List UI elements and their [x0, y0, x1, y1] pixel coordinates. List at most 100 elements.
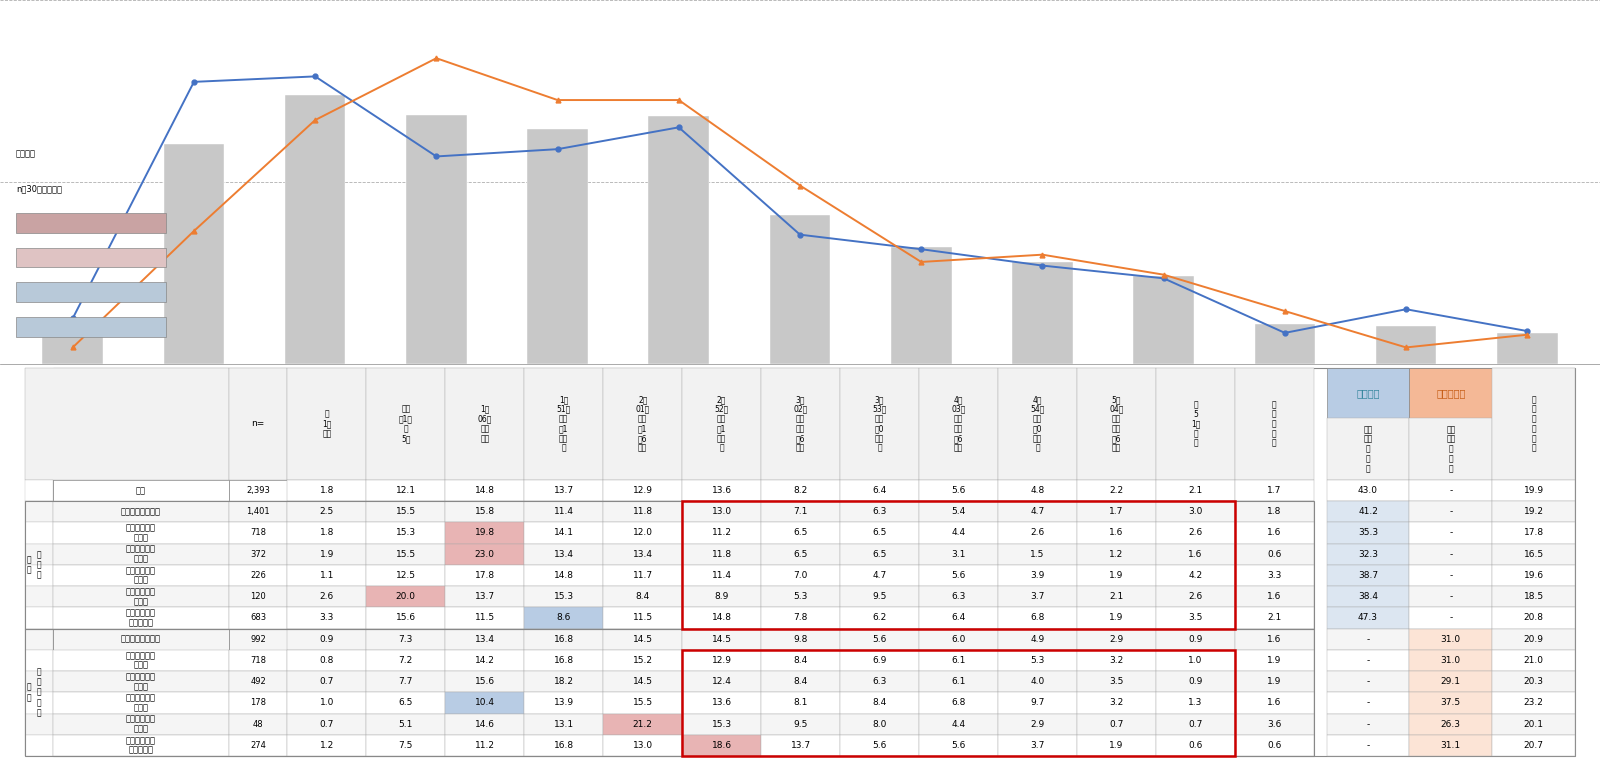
- Text: -: -: [1450, 571, 1453, 580]
- Bar: [229, 671, 288, 692]
- Bar: [43, 331, 102, 364]
- Text: 6.8: 6.8: [1030, 613, 1045, 623]
- Text: 1.9: 1.9: [1267, 656, 1282, 665]
- Bar: [445, 480, 525, 501]
- Bar: [1077, 480, 1155, 501]
- Text: 6.4: 6.4: [872, 486, 886, 495]
- Bar: [445, 544, 525, 565]
- Bar: [1410, 586, 1493, 607]
- Bar: [26, 367, 229, 480]
- Text: 16.8: 16.8: [554, 635, 574, 644]
- Bar: [1077, 629, 1155, 650]
- Bar: [762, 714, 840, 735]
- Bar: [288, 671, 366, 692]
- Text: 一戸建て: 一戸建て: [1357, 388, 1379, 398]
- Bar: [525, 544, 603, 565]
- Bar: [770, 215, 830, 364]
- Text: 6.2: 6.2: [872, 613, 886, 623]
- Text: 18.6: 18.6: [712, 741, 731, 750]
- Bar: [53, 480, 229, 501]
- Bar: [525, 480, 603, 501]
- Bar: [1493, 629, 1574, 650]
- Bar: [840, 565, 918, 586]
- Bar: [1410, 607, 1493, 629]
- Bar: [525, 523, 603, 544]
- Bar: [1410, 671, 1493, 692]
- Text: 6.3: 6.3: [872, 507, 886, 516]
- Bar: [682, 565, 762, 586]
- Text: 15.3: 15.3: [395, 529, 416, 537]
- Text: 13.9: 13.9: [554, 698, 574, 707]
- Text: 17.8: 17.8: [1523, 529, 1544, 537]
- Bar: [1077, 523, 1155, 544]
- Text: 全体: 全体: [136, 486, 146, 495]
- Text: 1.7: 1.7: [1267, 486, 1282, 495]
- Bar: [603, 523, 682, 544]
- Text: 6.5: 6.5: [794, 550, 808, 558]
- Bar: [528, 129, 587, 364]
- Bar: [1326, 671, 1410, 692]
- Bar: [918, 692, 998, 714]
- Bar: [840, 523, 918, 544]
- Text: 226: 226: [250, 571, 266, 580]
- Bar: [1155, 523, 1235, 544]
- Text: 20.1: 20.1: [1523, 720, 1544, 729]
- Bar: [288, 607, 366, 629]
- Bar: [1493, 586, 1574, 607]
- Text: 31.1: 31.1: [1440, 741, 1461, 750]
- Bar: [1410, 565, 1493, 586]
- Text: 7.5: 7.5: [398, 741, 413, 750]
- Bar: [762, 501, 840, 523]
- Text: 6.9: 6.9: [872, 656, 886, 665]
- Bar: [1155, 714, 1235, 735]
- Text: 41.2: 41.2: [1358, 507, 1378, 516]
- Bar: [525, 671, 603, 692]
- Text: 19.9: 19.9: [1523, 486, 1544, 495]
- Text: 120: 120: [250, 592, 266, 601]
- Bar: [603, 501, 682, 523]
- Bar: [229, 650, 288, 671]
- Text: 15.5: 15.5: [395, 507, 416, 516]
- Text: 14.5: 14.5: [632, 635, 653, 644]
- Bar: [445, 523, 525, 544]
- Text: 15.6: 15.6: [395, 613, 416, 623]
- Bar: [1493, 650, 1574, 671]
- Text: 8.4: 8.4: [872, 698, 886, 707]
- Text: 2.1: 2.1: [1189, 486, 1203, 495]
- Bar: [840, 692, 918, 714]
- Text: 中古一戸建て
その他地方: 中古一戸建て その他地方: [126, 609, 155, 627]
- Text: 中古一戸建て・計: 中古一戸建て・計: [122, 507, 162, 516]
- Bar: [762, 544, 840, 565]
- Text: 2.9: 2.9: [1030, 720, 1045, 729]
- Text: マ
ン
シ
ョ
ン: マ ン シ ョ ン: [37, 667, 42, 717]
- Bar: [229, 735, 288, 756]
- Text: 23.2: 23.2: [1523, 698, 1544, 707]
- Bar: [998, 586, 1077, 607]
- Text: 18.2: 18.2: [554, 677, 574, 686]
- Bar: [16, 283, 166, 302]
- Text: 1.6: 1.6: [1267, 592, 1282, 601]
- Text: 8.6: 8.6: [557, 613, 571, 623]
- Bar: [603, 607, 682, 629]
- Bar: [840, 480, 918, 501]
- Text: 3.3: 3.3: [320, 613, 334, 623]
- Bar: [840, 607, 918, 629]
- Text: 9.8: 9.8: [794, 635, 808, 644]
- Text: 15.8: 15.8: [475, 507, 494, 516]
- Text: 9.5: 9.5: [872, 592, 886, 601]
- Bar: [1155, 544, 1235, 565]
- Bar: [1077, 671, 1155, 692]
- Bar: [229, 586, 288, 607]
- Bar: [445, 367, 525, 480]
- Text: 全体-5pt: 全体-5pt: [77, 322, 104, 332]
- Bar: [998, 367, 1077, 480]
- Bar: [1155, 650, 1235, 671]
- Bar: [1077, 650, 1155, 671]
- Text: 38.4: 38.4: [1358, 592, 1378, 601]
- Text: 274: 274: [250, 741, 266, 750]
- Text: 19.8: 19.8: [475, 529, 494, 537]
- Text: 38.7: 38.7: [1358, 571, 1378, 580]
- Bar: [762, 671, 840, 692]
- Bar: [918, 586, 998, 607]
- Bar: [762, 607, 840, 629]
